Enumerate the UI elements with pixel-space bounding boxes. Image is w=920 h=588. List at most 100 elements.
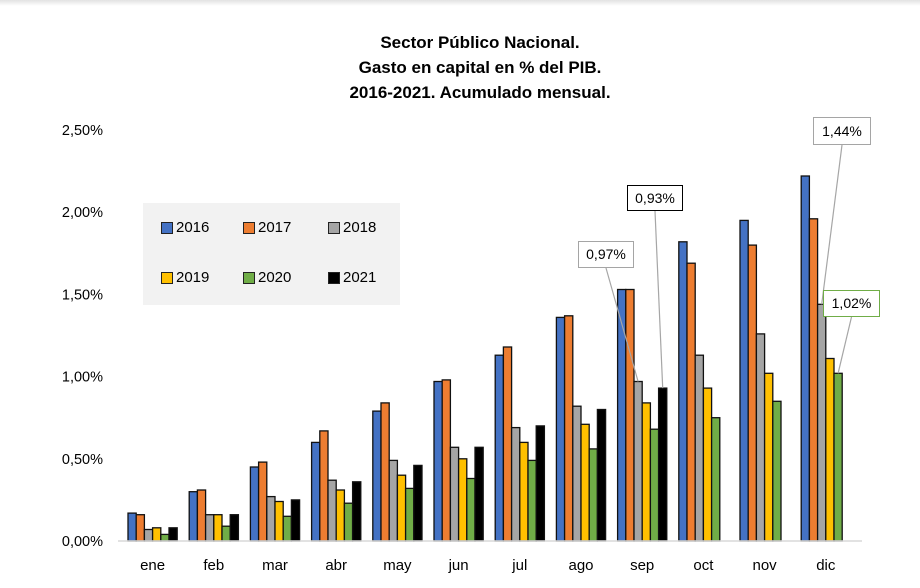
- bar-dic-2020: [833, 372, 843, 542]
- bar-oct-2019: [702, 387, 713, 542]
- bar-feb-2021: [229, 514, 240, 542]
- legend-label: 2016: [176, 219, 210, 236]
- y-tick-label: 2,50%: [62, 123, 103, 139]
- chart-title-line-1: Sector Público Nacional.: [380, 33, 580, 52]
- bars: [127, 175, 843, 542]
- y-axis-ticks: 0,00% 0,50% 1,00% 1,50% 2,00% 2,50%: [62, 123, 103, 550]
- x-tick-label: ago: [568, 557, 593, 574]
- bar-feb-2020: [221, 525, 231, 542]
- bar-jun-2016: [433, 380, 443, 542]
- x-tick-label: ene: [140, 557, 165, 574]
- bar-abr-2016: [310, 441, 321, 542]
- bar-ene-2021: [168, 527, 178, 542]
- data-label-callout: 0,93%: [627, 185, 683, 211]
- legend-item-2020: 2020: [243, 269, 291, 286]
- chart-title-line-2: Gasto en capital en % del PIB.: [358, 58, 602, 77]
- x-tick-label: sep: [630, 557, 654, 574]
- bar-mar-2017: [257, 461, 268, 542]
- bar-abr-2019: [335, 489, 346, 542]
- y-tick-label: 0,50%: [62, 452, 103, 468]
- legend-label: 2021: [343, 269, 377, 286]
- bar-jun-2019: [457, 458, 468, 542]
- legend-swatch: [328, 271, 340, 284]
- bar-oct-2020: [710, 417, 721, 542]
- bar-ene-2016: [127, 512, 137, 542]
- data-label-callout: 1,44%: [813, 117, 871, 145]
- bar-abr-2021: [351, 481, 362, 542]
- legend-swatch: [243, 221, 255, 234]
- bar-ago-2017: [563, 315, 574, 542]
- x-axis-labels: ene feb mar abr may jun jul ago sep oct nov dic: [140, 557, 836, 574]
- y-tick-label: 0,00%: [62, 534, 103, 550]
- x-tick-label: jul: [511, 557, 527, 574]
- chart-title-line-3: 2016-2021. Acumulado mensual.: [349, 83, 611, 102]
- bar-ago-2018: [572, 405, 582, 542]
- bar-dic-2019: [825, 357, 835, 542]
- bar-jul-2018: [510, 426, 521, 542]
- bar-dic-2016: [800, 175, 811, 542]
- bar-sep-2020: [649, 428, 660, 542]
- bar-sep-2018: [633, 380, 643, 542]
- bar-may-2020: [404, 487, 415, 542]
- legend-item-2021: 2021: [328, 269, 376, 286]
- callout-leaders: [605, 144, 853, 389]
- bar-dic-2018: [816, 303, 827, 542]
- bar-jun-2020: [466, 477, 476, 542]
- legend: 2016 2017 2018 2019 2020 2021: [143, 203, 400, 305]
- legend-swatch: [243, 271, 255, 284]
- x-tick-label: jun: [448, 557, 469, 574]
- legend-swatch: [161, 271, 173, 284]
- bar-jul-2021: [535, 425, 546, 542]
- bar-jul-2020: [527, 459, 537, 542]
- data-label-callout: 0,97%: [578, 241, 634, 268]
- bar-abr-2020: [343, 502, 354, 542]
- bar-ago-2021: [596, 408, 607, 542]
- y-tick-label: 2,00%: [62, 205, 103, 221]
- x-tick-label: oct: [693, 557, 714, 574]
- legend-label: 2017: [258, 219, 292, 236]
- bar-may-2018: [388, 459, 399, 542]
- bar-feb-2018: [204, 514, 215, 542]
- bar-may-2016: [372, 410, 382, 542]
- x-tick-label: feb: [203, 557, 224, 574]
- bar-nov-2018: [755, 333, 766, 542]
- top-shadow: [0, 0, 920, 6]
- bar-mar-2021: [290, 499, 301, 542]
- bar-oct-2016: [678, 241, 688, 542]
- bar-jul-2016: [494, 354, 505, 542]
- legend-label: 2020: [258, 269, 292, 286]
- bar-sep-2016: [616, 288, 627, 542]
- chart-title: Sector Público Nacional. Gasto en capita…: [250, 30, 710, 105]
- x-tick-label: mar: [262, 557, 288, 574]
- bar-jun-2021: [474, 446, 484, 542]
- callout-leader-line: [654, 210, 664, 389]
- bar-may-2019: [396, 474, 407, 542]
- bar-abr-2018: [327, 479, 337, 542]
- bar-nov-2016: [739, 219, 749, 542]
- bar-ene-2019: [151, 527, 162, 542]
- bar-abr-2017: [319, 430, 329, 542]
- bar-nov-2019: [763, 372, 774, 542]
- bar-ago-2019: [580, 423, 590, 542]
- x-tick-label: dic: [816, 557, 836, 574]
- bar-jul-2017: [502, 346, 513, 542]
- legend-item-2018: 2018: [328, 219, 376, 236]
- bar-nov-2017: [747, 244, 758, 542]
- y-tick-label: 1,50%: [62, 287, 103, 303]
- bar-jun-2018: [449, 446, 460, 542]
- legend-item-2017: 2017: [243, 219, 291, 236]
- legend-label: 2018: [343, 219, 377, 236]
- bar-mar-2016: [249, 466, 260, 542]
- legend-item-2016: 2016: [161, 219, 209, 236]
- x-tick-label: abr: [325, 557, 347, 574]
- bar-mar-2020: [282, 515, 293, 542]
- callout-leader-line: [821, 144, 843, 305]
- bar-feb-2016: [188, 491, 199, 542]
- bar-mar-2018: [266, 495, 276, 542]
- data-label-callout: 1,02%: [823, 290, 880, 317]
- bar-sep-2017: [625, 288, 635, 542]
- bar-ene-2018: [143, 528, 154, 542]
- bar-ago-2020: [588, 448, 599, 542]
- bar-jul-2019: [519, 441, 529, 542]
